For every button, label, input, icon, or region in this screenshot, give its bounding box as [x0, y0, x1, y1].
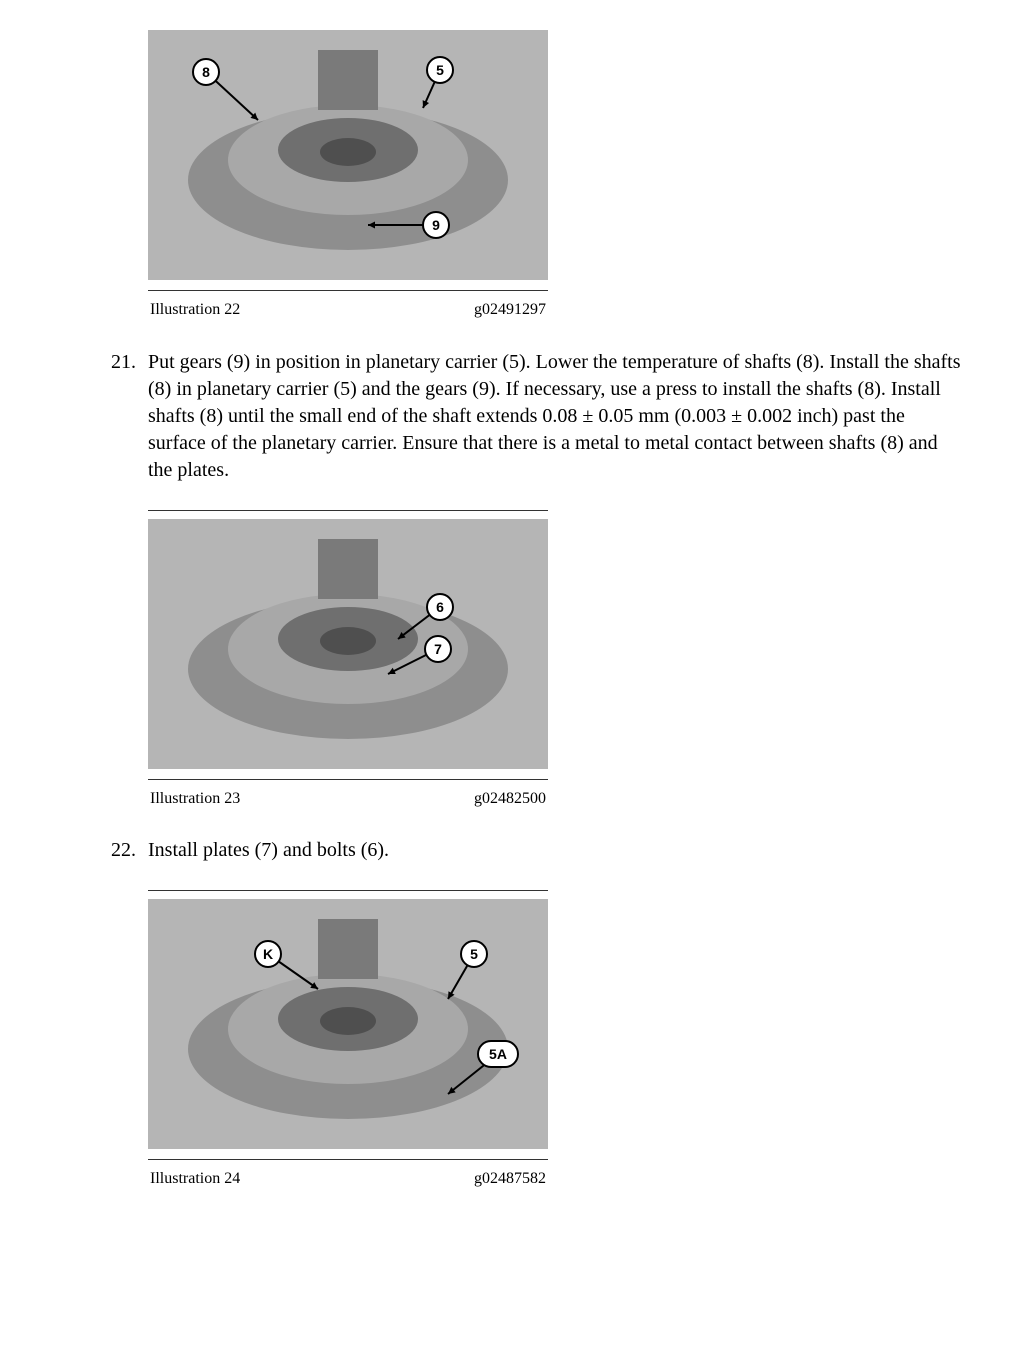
callout-label: 6	[436, 599, 444, 615]
step-text: Put gears (9) in position in planetary c…	[148, 349, 964, 484]
figure-24: K 5 5A Illustration 24 g02487582	[148, 890, 548, 1190]
step-text: Install plates (7) and bolts (6).	[148, 837, 964, 864]
step-21: 21. Put gears (9) in position in planeta…	[60, 349, 964, 484]
figure-caption-label: Illustration 24	[150, 1168, 240, 1190]
figure-caption-label: Illustration 23	[150, 788, 240, 810]
figure-caption-code: g02487582	[474, 1168, 546, 1190]
figure-23-image: 67	[148, 519, 548, 769]
figure-caption-code: g02482500	[474, 788, 546, 810]
callout-label: 8	[202, 64, 210, 80]
callout-label: 7	[434, 641, 442, 657]
figure-23: 67 Illustration 23 g02482500	[148, 510, 548, 810]
callout-label: 5	[470, 946, 478, 962]
callout-label: 5A	[489, 1046, 507, 1062]
step-number: 22.	[60, 837, 148, 864]
step-number: 21.	[60, 349, 148, 484]
figure-24-caption: Illustration 24 g02487582	[148, 1160, 548, 1190]
step-22: 22. Install plates (7) and bolts (6).	[60, 837, 964, 864]
figure-22-image: 8 5 9	[148, 30, 548, 280]
figure-22: 8 5 9 Illustration 22 g02491297	[148, 30, 548, 321]
callout-label: K	[263, 946, 273, 962]
figure-22-caption: Illustration 22 g02491297	[148, 291, 548, 321]
figure-caption-code: g02491297	[474, 299, 546, 321]
figure-24-image: K 5 5A	[148, 899, 548, 1149]
callout-label: 5	[436, 62, 444, 78]
callout-label: 9	[432, 217, 440, 233]
figure-caption-label: Illustration 22	[150, 299, 240, 321]
figure-23-caption: Illustration 23 g02482500	[148, 780, 548, 810]
